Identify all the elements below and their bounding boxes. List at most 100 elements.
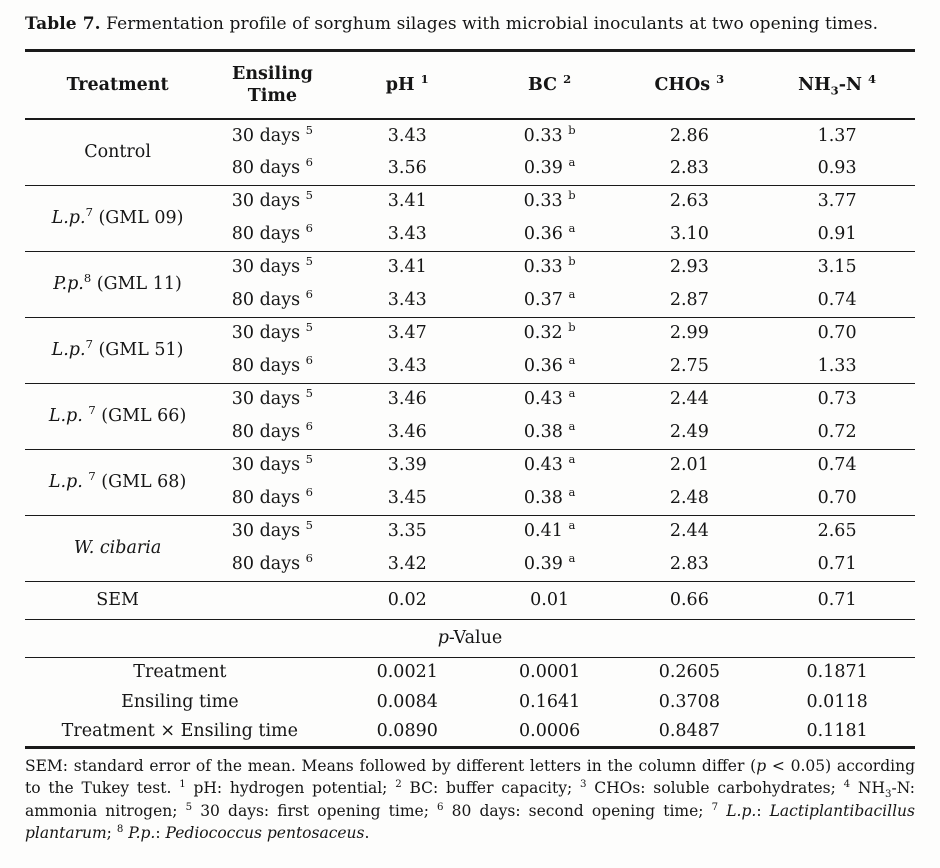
ensiling-time-cell: 80 days 6 [210,416,335,449]
p-value-row-0: Treatment 0.0021 0.0001 0.2605 0.1871 [25,657,915,687]
treatment-name-part: L.p. [48,405,89,426]
bc-value: 0.33 b [479,118,620,152]
chos-value: 2.48 [669,487,709,508]
chos-value: 2.93 [619,250,760,284]
bc-value: 0.37 a [480,284,620,317]
treatment-name-part: 7 [88,468,96,483]
footnote-part: 7 [711,801,719,813]
column-header-ensiling-time: Ensiling Time [210,50,335,120]
data-row-w-cibaria-30days: W. cibaria 30 days 5 3.35 0.41 a 2.44 2.65 [25,514,915,581]
ensiling-time-part: 6 [305,154,314,169]
nh3n-value: 0.70 [817,487,857,508]
footnote-part: 4 [843,778,851,790]
ensiling-time-cell: 80 days 6 [210,350,335,383]
chos-value: 2.86 [619,118,760,152]
treatment-cell-lp-gml66: L.p. 7 (GML 66) [25,382,211,449]
data-row-control-30days: Control 30 days 5 3.43 0.33 b 2.86 1.37 [25,118,915,185]
ensiling-time-cell: 80 days 6 [210,218,335,251]
treatment-name-part: Control [84,141,151,162]
bc-value: 0.36 a [480,350,620,383]
treatment-name-part: L.p. [51,207,86,228]
p-value-cell-0: 0.0084 [376,691,438,712]
bc-value-part: a [568,352,576,367]
ensiling-time-part: 80 days [231,553,306,574]
footnote-part: : [155,824,166,842]
p-value-section-header-row: p-Value [25,618,915,658]
ensiling-time-part: 5 [305,452,314,467]
bc-value-part: a [568,220,576,235]
data-row-lp-gml51-80days: 80 days 6 3.43 0.36 a 2.75 1.33 [25,350,915,383]
data-row-lp-gml51-30days: L.p.7 (GML 51) 30 days 5 3.47 0.32 b 2.99 0.7… [25,316,915,383]
treatment-cell-control: Control [25,118,211,185]
treatment-name-part: 7 [85,336,93,351]
table-footnote: SEM: standard error of the mean. Means f… [25,755,915,845]
table-caption-label: Table 7. [25,14,101,34]
data-row-lp-gml68-30days: L.p. 7 (GML 68) 30 days 5 3.39 0.43 a 2.01 0.… [25,448,915,515]
column-header-bc-part: 2 [563,72,572,87]
ph-value: 3.41 [334,250,480,284]
bc-value: 0.39 a [480,548,620,581]
ensiling-time-cell: 30 days 5 [210,250,335,284]
bc-value: 0.38 a [480,416,620,449]
column-header-nh3n-part: NH [798,75,831,95]
ensiling-time-part: 30 days [231,257,306,278]
nh3n-value: 0.70 [759,316,915,350]
treatment-name-part: (GML 09) [92,207,184,228]
ph-value: 3.39 [334,448,480,482]
table-header-row: Treatment Ensiling Time pH 1 BC 2 CHOs 3 NH3-… [25,50,915,120]
footnote-part: Pediococcus pentosaceus [165,824,365,842]
ensiling-time-part: 80 days [231,223,306,244]
footnote-part: NH [850,779,885,797]
sem-nh3n-value: 0.71 [759,580,915,619]
data-row-pp-gml11-80days: 80 days 6 3.43 0.37 a 2.87 0.74 [25,284,915,317]
footnote-part: 3 [579,778,587,790]
p-value-cell-1: 0.1641 [519,691,581,712]
ensiling-time-part: 30 days [231,125,306,146]
ph-value: 3.43 [387,355,427,376]
treatment-cell-pp-gml11: P.p.8 (GML 11) [25,250,211,317]
column-header-nh3n-part: 3 [830,83,839,98]
table-header: Treatment Ensiling Time pH 1 BC 2 CHOs 3 NH3-… [25,50,915,120]
chos-value: 2.44 [619,382,760,416]
ensiling-time-part: 6 [305,550,314,565]
nh3n-value: 1.37 [759,118,915,152]
footnote-part: 1 [179,778,186,790]
ensiling-time-part: 5 [305,254,314,269]
footnote-part: . [364,824,370,842]
bc-value: 0.33 b [479,250,620,284]
ph-value: 3.43 [387,223,427,244]
column-header-ph-part: 1 [420,72,429,87]
sem-bc-value: 0.01 [479,580,620,619]
bc-value-part: a [568,452,576,467]
chos-value: 2.75 [669,355,709,376]
ensiling-time-cell: 30 days 5 [210,448,335,482]
treatment-name-part: W. cibaria [73,537,162,558]
nh3n-value: 3.15 [759,250,915,284]
ensiling-time-cell: 30 days 5 [210,118,335,152]
column-header-ph: pH 1 [334,50,480,120]
treatment-name-part: P.p. [53,273,84,294]
ph-value: 3.47 [334,316,480,350]
bc-value-part: a [568,418,576,433]
ensiling-time-part: 80 days [231,157,306,178]
table-caption: Table 7. Fermentation profile of sorghum… [25,12,915,36]
ensiling-time-part: 30 days [231,323,306,344]
bc-value-part: b [568,320,576,335]
bc-value-part: b [568,254,576,269]
ensiling-time-cell: 80 days 6 [210,284,335,317]
fermentation-table: Treatment Ensiling Time pH 1 BC 2 CHOs 3 NH3-… [25,49,915,749]
ph-value: 3.43 [334,118,480,152]
bc-value-part: 0.39 [523,553,569,574]
data-row-lp-gml09-30days: L.p.7 (GML 09) 30 days 5 3.41 0.33 b 2.63 3.7… [25,184,915,251]
ensiling-time-part: 5 [305,122,314,137]
bc-value-part: 0.36 [523,223,569,244]
p-row-label: Ensiling time [121,691,239,712]
column-header-bc-part: BC [528,75,564,95]
bc-value-part: 0.39 [523,157,569,178]
ensiling-time-part: 5 [305,518,314,533]
p-value-cell-1: 0.0001 [519,661,581,682]
ph-value: 3.56 [387,157,427,178]
p-value-section-title: p-Value [25,618,915,658]
ensiling-time-part: 30 days [231,521,306,542]
ensiling-time-part: 6 [305,418,314,433]
